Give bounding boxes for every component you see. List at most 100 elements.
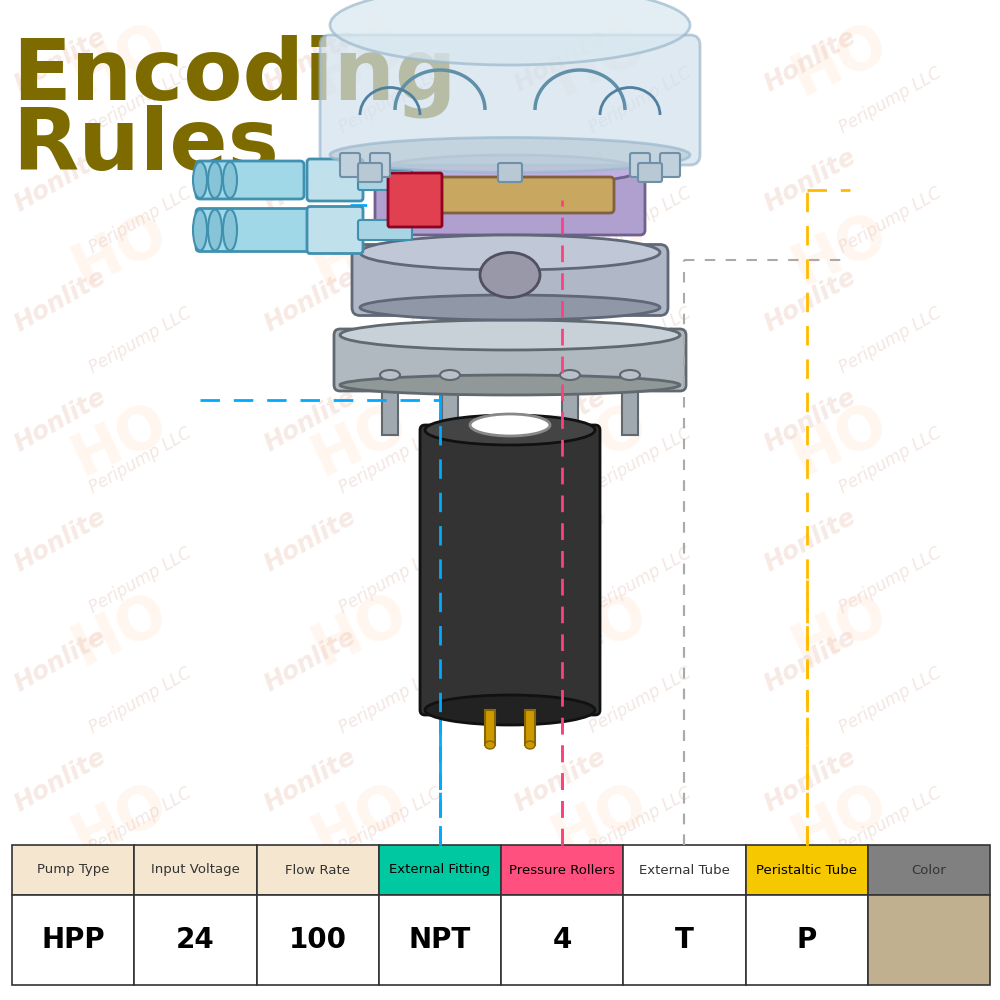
Text: Honlite: Honlite xyxy=(760,624,860,696)
Text: Encoding: Encoding xyxy=(12,35,457,118)
Text: Honlite: Honlite xyxy=(260,384,360,456)
Text: Peripump LLC: Peripump LLC xyxy=(586,783,694,857)
Text: Peripump LLC: Peripump LLC xyxy=(86,303,194,377)
FancyBboxPatch shape xyxy=(12,895,134,985)
FancyBboxPatch shape xyxy=(196,209,334,251)
Text: Honlite: Honlite xyxy=(510,144,610,216)
Text: HO: HO xyxy=(543,773,657,867)
Ellipse shape xyxy=(525,741,535,749)
Text: 4: 4 xyxy=(552,926,572,954)
Text: HO: HO xyxy=(543,203,657,297)
Ellipse shape xyxy=(330,0,690,65)
Text: Peripump LLC: Peripump LLC xyxy=(836,303,944,377)
Text: External Fitting: External Fitting xyxy=(389,863,490,876)
Text: Peripump LLC: Peripump LLC xyxy=(836,663,944,737)
Text: Honlite: Honlite xyxy=(260,744,360,816)
Text: Honlite: Honlite xyxy=(10,744,110,816)
Text: Honlite: Honlite xyxy=(510,504,610,576)
Text: Peripump LLC: Peripump LLC xyxy=(336,543,444,617)
FancyBboxPatch shape xyxy=(623,845,746,895)
FancyBboxPatch shape xyxy=(420,425,600,715)
Ellipse shape xyxy=(193,210,207,250)
Text: Honlite: Honlite xyxy=(10,24,110,96)
Text: Input Voltage: Input Voltage xyxy=(151,863,240,876)
FancyBboxPatch shape xyxy=(622,385,638,435)
Ellipse shape xyxy=(208,162,222,198)
Text: Peripump LLC: Peripump LLC xyxy=(836,63,944,137)
Text: HO: HO xyxy=(543,393,657,487)
Text: External Tube: External Tube xyxy=(639,863,730,876)
Text: HO: HO xyxy=(63,13,177,107)
Text: Peripump LLC: Peripump LLC xyxy=(336,783,444,857)
Text: Honlite: Honlite xyxy=(260,144,360,216)
Ellipse shape xyxy=(360,295,660,320)
FancyBboxPatch shape xyxy=(660,153,680,177)
Text: Peripump LLC: Peripump LLC xyxy=(586,903,694,977)
Ellipse shape xyxy=(223,210,237,250)
FancyBboxPatch shape xyxy=(562,385,578,435)
Text: HO: HO xyxy=(63,583,177,677)
Text: Peripump LLC: Peripump LLC xyxy=(586,663,694,737)
FancyBboxPatch shape xyxy=(196,161,304,199)
FancyBboxPatch shape xyxy=(746,895,868,985)
Text: Honlite: Honlite xyxy=(760,24,860,96)
Text: Honlite: Honlite xyxy=(260,504,360,576)
Text: Honlite: Honlite xyxy=(10,624,110,696)
Text: HO: HO xyxy=(303,773,417,867)
Text: Peripump LLC: Peripump LLC xyxy=(336,663,444,737)
Text: Peripump LLC: Peripump LLC xyxy=(86,543,194,617)
Text: HO: HO xyxy=(303,393,417,487)
Text: Honlite: Honlite xyxy=(760,744,860,816)
Text: 100: 100 xyxy=(289,926,347,954)
Ellipse shape xyxy=(208,210,222,250)
Text: HO: HO xyxy=(303,13,417,107)
FancyBboxPatch shape xyxy=(630,153,650,177)
FancyBboxPatch shape xyxy=(358,220,412,240)
Text: Peripump LLC: Peripump LLC xyxy=(86,183,194,257)
FancyBboxPatch shape xyxy=(256,845,379,895)
Text: HO: HO xyxy=(303,203,417,297)
Text: Peripump LLC: Peripump LLC xyxy=(586,423,694,497)
FancyBboxPatch shape xyxy=(134,845,256,895)
FancyBboxPatch shape xyxy=(442,385,458,435)
FancyBboxPatch shape xyxy=(134,895,256,985)
Text: 24: 24 xyxy=(176,926,215,954)
FancyBboxPatch shape xyxy=(379,895,501,985)
FancyBboxPatch shape xyxy=(868,895,990,985)
Text: Honlite: Honlite xyxy=(260,264,360,336)
Ellipse shape xyxy=(380,370,400,380)
Text: Pump Type: Pump Type xyxy=(37,863,109,876)
FancyBboxPatch shape xyxy=(320,35,700,165)
Ellipse shape xyxy=(560,370,580,380)
FancyBboxPatch shape xyxy=(375,165,645,235)
Text: Honlite: Honlite xyxy=(260,24,360,96)
Text: Honlite: Honlite xyxy=(760,264,860,336)
Ellipse shape xyxy=(340,320,680,350)
Text: Peristaltic Tube: Peristaltic Tube xyxy=(756,863,857,876)
Ellipse shape xyxy=(440,370,460,380)
Text: Peripump LLC: Peripump LLC xyxy=(86,663,194,737)
FancyBboxPatch shape xyxy=(256,895,379,985)
FancyBboxPatch shape xyxy=(340,153,360,177)
FancyBboxPatch shape xyxy=(501,895,623,985)
Text: HO: HO xyxy=(783,13,897,107)
FancyBboxPatch shape xyxy=(307,159,363,201)
Text: Peripump LLC: Peripump LLC xyxy=(336,183,444,257)
Text: Peripump LLC: Peripump LLC xyxy=(836,183,944,257)
Text: HO: HO xyxy=(543,13,657,107)
FancyBboxPatch shape xyxy=(501,845,623,895)
Text: Honlite: Honlite xyxy=(510,384,610,456)
Text: Peripump LLC: Peripump LLC xyxy=(586,543,694,617)
Text: P: P xyxy=(796,926,817,954)
Text: Peripump LLC: Peripump LLC xyxy=(86,423,194,497)
Text: Rules: Rules xyxy=(12,105,279,188)
Text: HO: HO xyxy=(783,203,897,297)
Text: NPT: NPT xyxy=(409,926,471,954)
Ellipse shape xyxy=(425,695,595,725)
Text: HO: HO xyxy=(63,203,177,297)
Text: Honlite: Honlite xyxy=(510,744,610,816)
Text: Color: Color xyxy=(912,863,946,876)
Text: T: T xyxy=(675,926,694,954)
Text: Flow Rate: Flow Rate xyxy=(285,863,350,876)
Ellipse shape xyxy=(470,414,550,436)
